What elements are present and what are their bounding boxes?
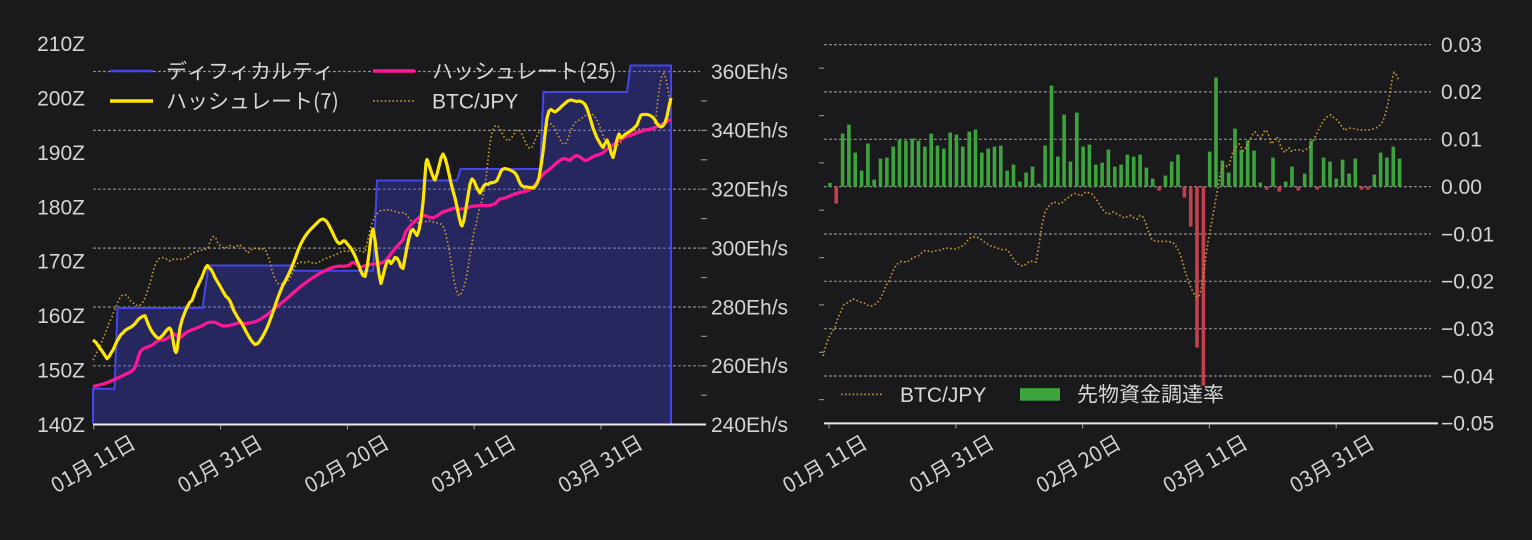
svg-text:320Eh/s: 320Eh/s bbox=[711, 179, 788, 202]
svg-text:−0.03: −0.03 bbox=[1441, 318, 1494, 341]
svg-text:−0.04: −0.04 bbox=[1441, 365, 1494, 388]
svg-text:0.00: 0.00 bbox=[1441, 176, 1482, 199]
svg-text:260Eh/s: 260Eh/s bbox=[711, 355, 788, 378]
svg-text:280Eh/s: 280Eh/s bbox=[711, 296, 788, 319]
svg-text:BTC/JPY: BTC/JPY bbox=[900, 384, 986, 407]
svg-text:−0.01: −0.01 bbox=[1441, 223, 1494, 246]
svg-text:−0.02: −0.02 bbox=[1441, 271, 1494, 294]
svg-text:0.02: 0.02 bbox=[1441, 81, 1482, 104]
svg-text:300Eh/s: 300Eh/s bbox=[711, 237, 788, 260]
svg-text:180Z: 180Z bbox=[37, 196, 85, 219]
svg-text:170Z: 170Z bbox=[37, 251, 85, 274]
svg-text:210Z: 210Z bbox=[37, 33, 85, 56]
svg-text:200Z: 200Z bbox=[37, 88, 85, 111]
svg-text:360Eh/s: 360Eh/s bbox=[711, 61, 788, 84]
svg-text:−0.05: −0.05 bbox=[1441, 413, 1494, 436]
svg-text:150Z: 150Z bbox=[37, 359, 85, 382]
svg-text:240Eh/s: 240Eh/s bbox=[711, 414, 788, 437]
svg-text:0.01: 0.01 bbox=[1441, 129, 1482, 152]
svg-text:340Eh/s: 340Eh/s bbox=[711, 120, 788, 143]
svg-text:190Z: 190Z bbox=[37, 142, 85, 165]
svg-text:140Z: 140Z bbox=[37, 414, 85, 437]
svg-text:BTC/JPY: BTC/JPY bbox=[432, 91, 518, 114]
svg-text:160Z: 160Z bbox=[37, 305, 85, 328]
svg-text:0.03: 0.03 bbox=[1441, 34, 1482, 57]
